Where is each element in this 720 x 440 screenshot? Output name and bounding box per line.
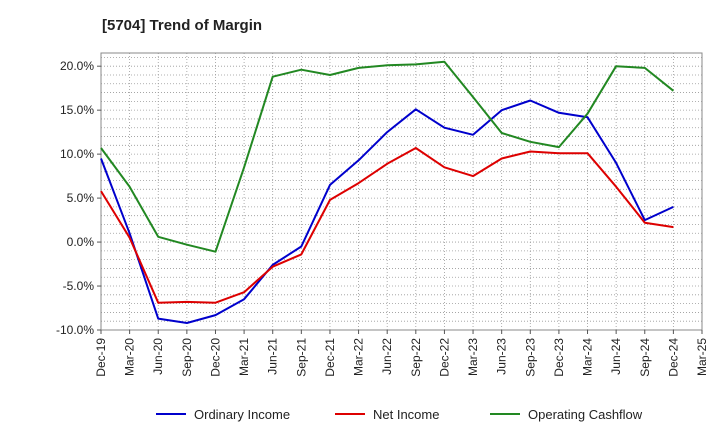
x-tick-label: Mar-20 xyxy=(123,338,137,376)
series-line-ordinary-income xyxy=(100,99,674,324)
x-tick-label: Sep-24 xyxy=(638,338,652,377)
x-tick-label: Dec-19 xyxy=(94,338,108,377)
legend-label-net-income: Net Income xyxy=(373,407,439,422)
x-tick-label: Mar-24 xyxy=(581,338,595,376)
x-tick-label: Dec-23 xyxy=(552,338,566,377)
grid xyxy=(101,53,702,330)
x-tick-label: Dec-21 xyxy=(323,338,337,377)
legend-label-operating-cashflow: Operating Cashflow xyxy=(528,407,643,422)
x-tick-label: Mar-21 xyxy=(237,338,251,376)
plot-frame xyxy=(100,52,703,331)
x-tick-label: Jun-23 xyxy=(495,338,509,375)
series-line-operating-cashflow xyxy=(100,60,675,253)
x-tick-label: Dec-20 xyxy=(208,338,222,377)
y-axis-ticks: -10.0% -5.0% 0.0% 5.0% 10.0% 15.0% 20.0% xyxy=(56,59,101,337)
series-lines xyxy=(100,60,675,324)
x-tick-label: Sep-20 xyxy=(180,338,194,377)
y-tick-label: 10.0% xyxy=(60,147,94,161)
y-tick-label: 20.0% xyxy=(60,59,94,73)
x-tick-label: Jun-22 xyxy=(380,338,394,375)
y-tick-label: -5.0% xyxy=(63,279,95,293)
x-tick-label: Mar-23 xyxy=(466,338,480,376)
x-tick-label: Sep-22 xyxy=(409,338,423,377)
y-tick-label: 5.0% xyxy=(67,191,95,205)
legend: Ordinary Income Net Income Operating Cashf… xyxy=(156,407,643,422)
series-line-net-income xyxy=(100,147,674,304)
x-tick-label: Mar-25 xyxy=(695,338,709,376)
x-tick-label: Jun-21 xyxy=(266,338,280,375)
x-tick-label: Sep-23 xyxy=(523,338,537,377)
x-tick-label: Jun-20 xyxy=(151,338,165,375)
x-tick-label: Jun-24 xyxy=(609,338,623,375)
y-tick-label: 15.0% xyxy=(60,103,94,117)
y-tick-label: 0.0% xyxy=(67,235,95,249)
x-tick-label: Sep-21 xyxy=(294,338,308,377)
chart-title: [5704] Trend of Margin xyxy=(102,17,262,34)
x-tick-label: Dec-22 xyxy=(437,338,451,377)
x-tick-label: Dec-24 xyxy=(666,338,680,377)
legend-label-ordinary-income: Ordinary Income xyxy=(194,407,290,422)
x-tick-label: Mar-22 xyxy=(352,338,366,376)
y-tick-label: -10.0% xyxy=(56,323,94,337)
x-axis-ticks: Dec-19 Mar-20 Jun-20 Sep-20 Dec-20 Mar-21 Jun-… xyxy=(94,330,709,377)
